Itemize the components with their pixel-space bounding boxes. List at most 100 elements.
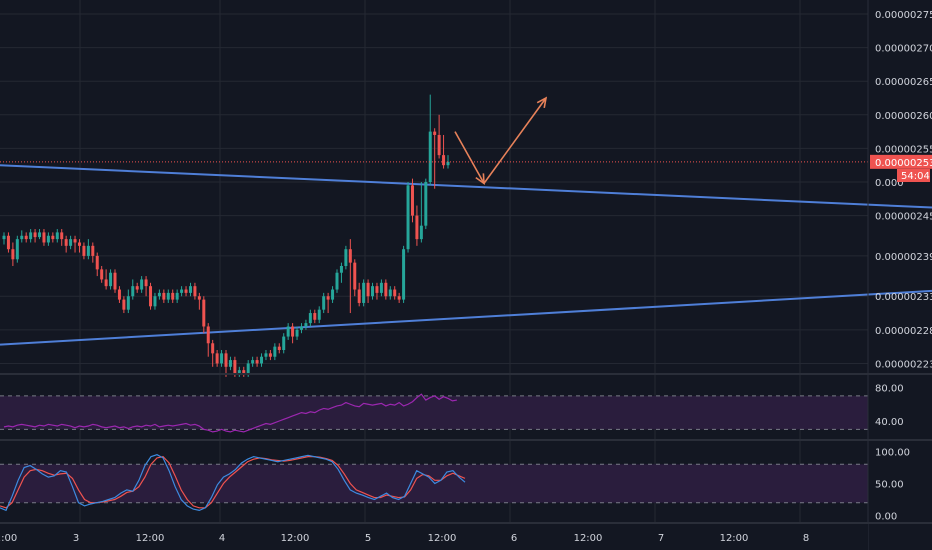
candle-body[interactable] [242, 370, 246, 374]
candle-body[interactable] [268, 353, 272, 357]
candle-body[interactable] [42, 232, 46, 243]
candle-body[interactable] [295, 329, 299, 337]
candle-body[interactable] [384, 282, 388, 297]
candle-body[interactable] [260, 356, 264, 364]
candle-body[interactable] [206, 326, 210, 344]
stoch-k-line[interactable] [0, 454, 466, 512]
candle-body[interactable] [73, 239, 77, 243]
candle-body[interactable] [144, 279, 148, 287]
candle-body[interactable] [402, 249, 406, 300]
trendline-resistance[interactable] [0, 164, 932, 209]
candle-body[interactable] [246, 363, 250, 374]
candle-body[interactable] [366, 282, 370, 297]
candle-body[interactable] [29, 232, 33, 240]
candle-body[interactable] [286, 326, 290, 337]
candle-body[interactable] [406, 185, 410, 250]
candle-body[interactable] [326, 296, 330, 300]
candle-body[interactable] [55, 232, 59, 240]
candles[interactable] [2, 94, 450, 377]
rally-arrow[interactable] [483, 97, 547, 184]
candle-body[interactable] [357, 289, 361, 303]
candle-body[interactable] [264, 353, 268, 357]
candle-body[interactable] [375, 286, 379, 293]
candle-body[interactable] [131, 286, 135, 297]
candle-body[interactable] [197, 296, 201, 300]
candle-body[interactable] [20, 235, 24, 240]
candle-body[interactable] [175, 292, 179, 300]
candle-body[interactable] [6, 235, 10, 250]
candle-body[interactable] [410, 185, 414, 216]
candle-body[interactable] [273, 346, 277, 357]
candle-body[interactable] [291, 326, 295, 337]
candle-body[interactable] [24, 235, 28, 240]
candle-body[interactable] [304, 323, 308, 327]
candle-body[interactable] [308, 313, 312, 324]
candle-body[interactable] [313, 313, 317, 320]
candle-body[interactable] [393, 289, 397, 297]
candle-body[interactable] [180, 289, 184, 293]
candle-body[interactable] [104, 279, 108, 287]
stoch-d-line[interactable] [0, 455, 466, 509]
candle-body[interactable] [317, 309, 321, 320]
candle-body[interactable] [153, 296, 157, 307]
candle-body[interactable] [388, 289, 392, 297]
trendlines[interactable] [0, 164, 932, 346]
candle-body[interactable] [122, 299, 126, 310]
candle-body[interactable] [51, 235, 55, 240]
candle-body[interactable] [171, 292, 175, 300]
candle-body[interactable] [64, 239, 68, 246]
candle-body[interactable] [77, 242, 81, 246]
candle-body[interactable] [282, 336, 286, 350]
candle-body[interactable] [109, 272, 113, 287]
candle-body[interactable] [69, 239, 73, 246]
candle-body[interactable] [335, 272, 339, 290]
candle-body[interactable] [113, 272, 117, 290]
candle-body[interactable] [188, 286, 192, 293]
candle-body[interactable] [379, 282, 383, 293]
candle-body[interactable] [437, 134, 441, 156]
candle-body[interactable] [331, 289, 335, 300]
candle-body[interactable] [135, 286, 139, 290]
candle-body[interactable] [33, 232, 37, 238]
candle-body[interactable] [46, 235, 50, 243]
candle-body[interactable] [193, 286, 197, 297]
candle-body[interactable] [82, 245, 86, 256]
candle-body[interactable] [140, 279, 144, 290]
candle-body[interactable] [348, 249, 352, 263]
candle-body[interactable] [95, 255, 99, 270]
candle-body[interactable] [299, 326, 303, 330]
candle-body[interactable] [344, 249, 348, 266]
candle-body[interactable] [397, 296, 401, 300]
candle-body[interactable] [38, 232, 42, 238]
candle-body[interactable] [162, 292, 166, 300]
candle-body[interactable] [419, 225, 423, 240]
candle-body[interactable] [353, 262, 357, 290]
candle-body[interactable] [2, 235, 6, 240]
candle-body[interactable] [442, 155, 446, 166]
candle-body[interactable] [215, 353, 219, 364]
candle-body[interactable] [362, 282, 366, 303]
candle-body[interactable] [446, 161, 450, 166]
rsi-pane[interactable] [0, 393, 868, 433]
candle-body[interactable] [126, 296, 130, 310]
candle-body[interactable] [428, 131, 432, 182]
candle-body[interactable] [433, 131, 437, 135]
candle-body[interactable] [371, 286, 375, 297]
candle-body[interactable] [415, 215, 419, 240]
dip-arrow[interactable] [454, 131, 485, 184]
candle-body[interactable] [202, 299, 206, 327]
rsi-line[interactable] [3, 393, 457, 433]
candle-body[interactable] [100, 269, 104, 280]
candle-body[interactable] [91, 245, 95, 256]
candle-body[interactable] [224, 353, 228, 367]
candle-body[interactable] [15, 239, 19, 260]
candle-body[interactable] [339, 266, 343, 273]
candle-body[interactable] [157, 292, 161, 297]
candle-body[interactable] [211, 343, 215, 354]
candle-body[interactable] [166, 292, 170, 300]
candle-body[interactable] [149, 286, 153, 307]
candle-body[interactable] [277, 346, 281, 350]
drawings[interactable] [454, 96, 548, 185]
candle-body[interactable] [255, 360, 259, 364]
candle-body[interactable] [233, 360, 237, 374]
